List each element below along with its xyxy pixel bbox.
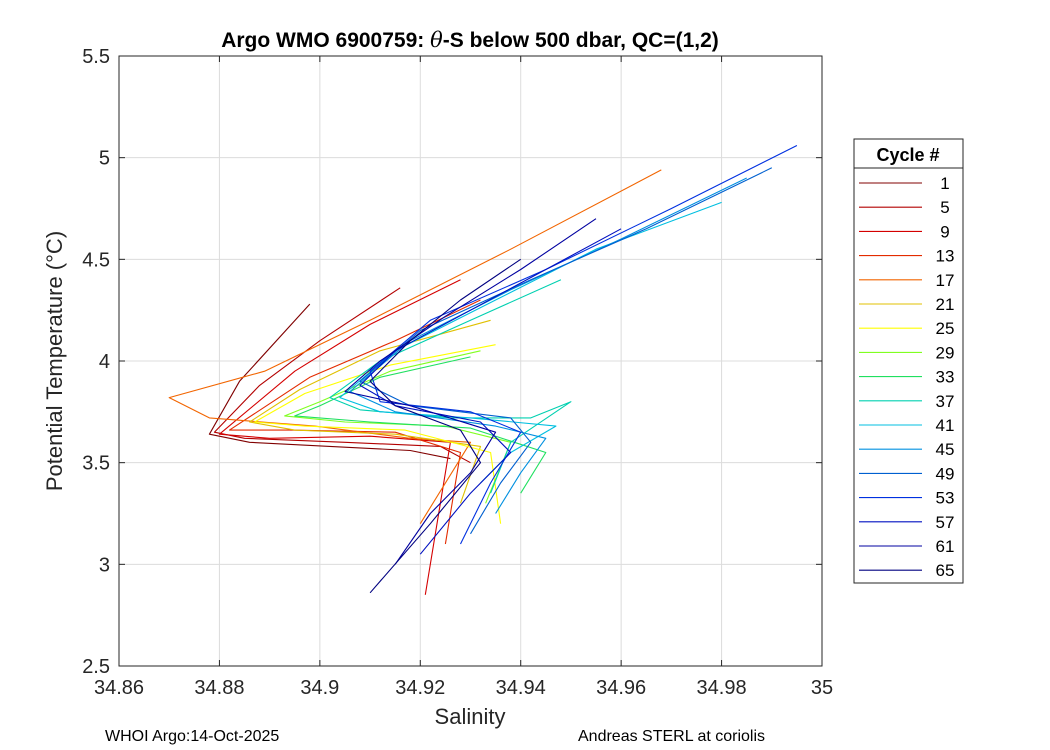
- footer-left: WHOI Argo:14-Oct-2025: [105, 728, 279, 745]
- series-line-cycle-17: [168, 169, 662, 524]
- legend-label-cycle-65: 65: [936, 561, 955, 580]
- legend-label-cycle-37: 37: [936, 392, 955, 411]
- legend-label-cycle-5: 5: [940, 198, 949, 217]
- x-tick-label: 34.96: [596, 677, 646, 699]
- legend-label-cycle-17: 17: [936, 271, 955, 290]
- x-tick-label: 34.94: [496, 677, 546, 699]
- data-series: [168, 145, 798, 595]
- series-line-cycle-41: [339, 201, 722, 484]
- y-axis-label: Potential Temperature (°C): [42, 231, 67, 491]
- grid: [118, 55, 823, 667]
- series-line-cycle-53: [369, 145, 798, 545]
- legend-label-cycle-45: 45: [936, 440, 955, 459]
- legend: Cycle # 1 5 9 13 17 21 25 29 33 37 41 45 49 53 57 61 65: [853, 138, 964, 584]
- axis-ticks: 34.86 34.88 34.9 34.92 34.94 34.96 34.98 352.53…: [82, 46, 833, 699]
- chart-title: Argo WMO 6900759: θ-S below 500 dbar, QC…: [221, 28, 719, 52]
- y-tick-label: 4: [99, 351, 110, 373]
- legend-label-cycle-57: 57: [936, 513, 955, 532]
- legend-label-cycle-33: 33: [936, 368, 955, 387]
- y-tick-label: 3.5: [82, 453, 110, 475]
- legend-title: Cycle #: [876, 145, 939, 165]
- series-line-cycle-9: [218, 279, 461, 595]
- legend-label-cycle-61: 61: [936, 537, 955, 556]
- x-tick-label: 34.98: [697, 677, 747, 699]
- series-line-cycle-21: [249, 319, 491, 504]
- series-line-cycle-57: [359, 228, 622, 555]
- y-tick-label: 5: [99, 148, 110, 170]
- y-tick-label: 5.5: [82, 46, 110, 68]
- x-tick-label: 34.92: [395, 677, 445, 699]
- footer-right: Andreas STERL at coriolis: [578, 728, 765, 745]
- series-line-cycle-13: [228, 299, 481, 545]
- series-line-cycle-65: [369, 258, 522, 594]
- y-tick-label: 2.5: [82, 656, 110, 678]
- x-tick-label: 34.88: [194, 677, 244, 699]
- legend-label-cycle-1: 1: [940, 174, 949, 193]
- x-tick-label: 34.9: [300, 677, 339, 699]
- legend-label-cycle-41: 41: [936, 416, 955, 435]
- legend-label-cycle-9: 9: [940, 222, 949, 241]
- legend-label-cycle-49: 49: [936, 464, 955, 483]
- y-tick-label: 3: [99, 554, 110, 576]
- x-axis-label: Salinity: [435, 704, 506, 729]
- series-line-cycle-49: [359, 167, 773, 535]
- series-line-cycle-29: [284, 350, 512, 504]
- series-line-cycle-61: [344, 218, 597, 565]
- x-tick-label: 34.86: [94, 677, 144, 699]
- legend-label-cycle-21: 21: [936, 295, 955, 314]
- legend-box: [853, 138, 964, 584]
- legend-label-cycle-13: 13: [936, 247, 955, 266]
- y-tick-label: 4.5: [82, 249, 110, 271]
- legend-label-cycle-53: 53: [936, 489, 955, 508]
- series-line-cycle-45: [349, 177, 747, 514]
- legend-label-cycle-29: 29: [936, 343, 955, 362]
- series-line-cycle-1: [208, 303, 451, 460]
- legend-label-cycle-25: 25: [936, 319, 955, 338]
- x-tick-label: 35: [811, 677, 833, 699]
